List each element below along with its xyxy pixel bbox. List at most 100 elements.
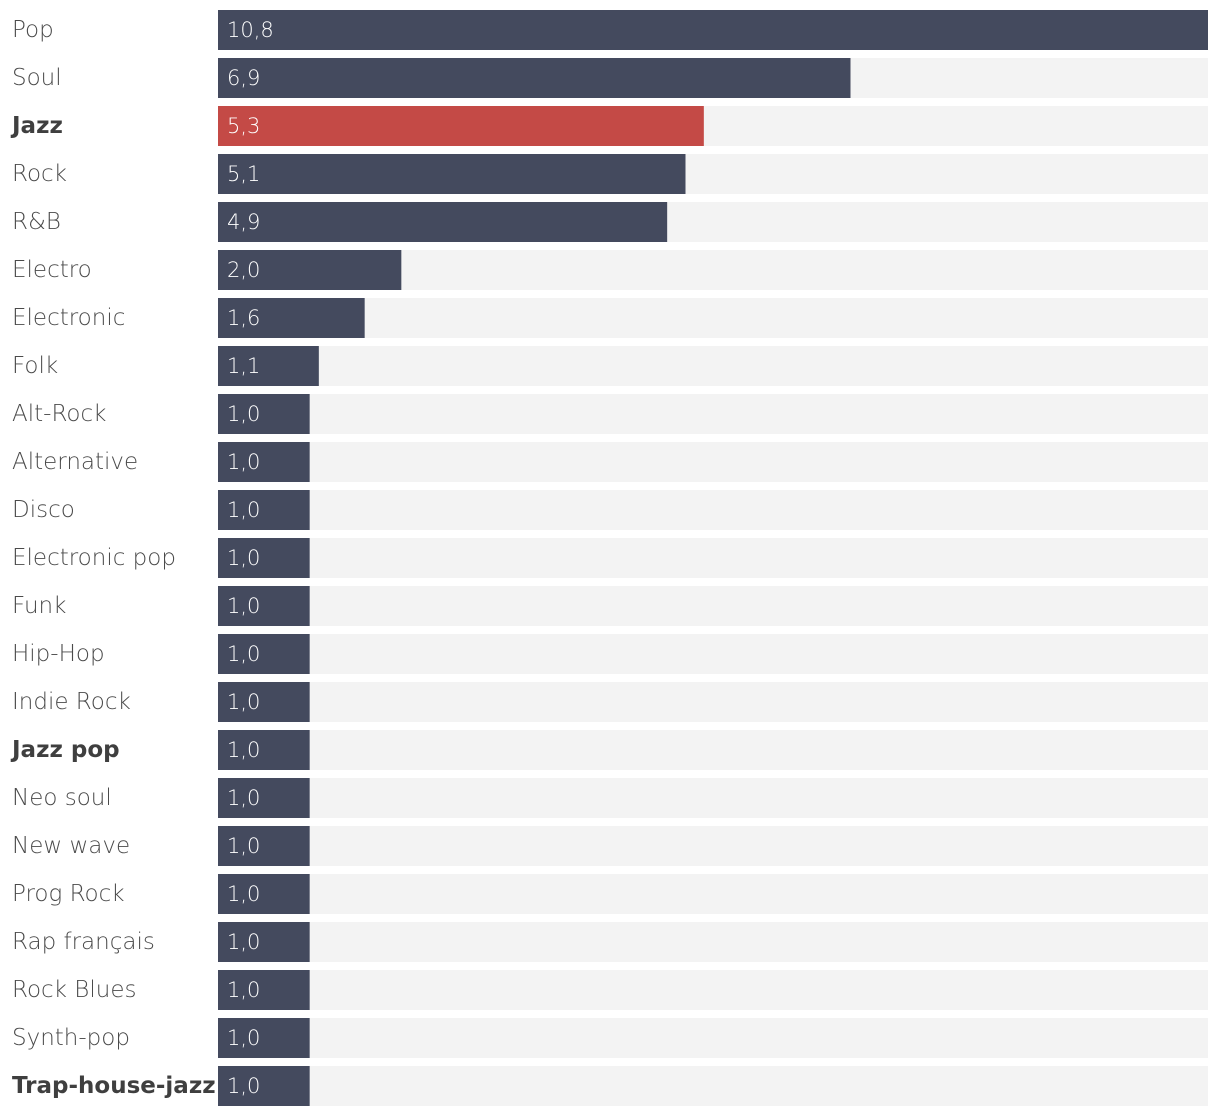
value-label-rock-blues: 1,0 — [227, 978, 260, 1002]
bar-row-prog-rock: Prog Rock 1,0 — [12, 874, 1208, 914]
category-label-rock: Rock — [12, 161, 67, 187]
bar-funk — [218, 586, 310, 626]
bar-folk — [218, 346, 319, 386]
bar-pop — [218, 10, 1208, 50]
bar-row-disco: Disco 1,0 — [12, 490, 1208, 530]
bar-synth-pop — [218, 1018, 310, 1058]
bar-soul — [218, 58, 851, 98]
bar-track — [218, 298, 1208, 338]
value-label-trap-house-jazz: 1,0 — [227, 1074, 260, 1098]
value-label-new-wave: 1,0 — [227, 834, 260, 858]
bar-track — [218, 730, 1208, 770]
value-label-disco: 1,0 — [227, 498, 260, 522]
bar-jazz-pop — [218, 730, 310, 770]
bar-track — [218, 442, 1208, 482]
category-label-trap-house-jazz: Trap-house-jazz — [12, 1073, 216, 1099]
value-label-jazz: 5,3 — [227, 114, 260, 138]
bar-row-folk: Folk 1,1 — [12, 346, 1208, 386]
category-label-soul: Soul — [12, 65, 62, 91]
bar-track — [218, 634, 1208, 674]
bar-r-b — [218, 202, 668, 242]
bar-track — [218, 538, 1208, 578]
bar-trap-house-jazz — [218, 1066, 310, 1106]
bar-row-alt-rock: Alt-Rock 1,0 — [12, 394, 1208, 434]
bar-track — [218, 1066, 1208, 1106]
value-label-indie-rock: 1,0 — [227, 690, 260, 714]
bar-track — [218, 778, 1208, 818]
bar-row-r-b: R&B 4,9 — [12, 202, 1208, 242]
bar-row-rap-fran-ais: Rap français 1,0 — [12, 922, 1208, 962]
bar-track — [218, 394, 1208, 434]
bar-alternative — [218, 442, 310, 482]
category-label-jazz-pop: Jazz pop — [10, 737, 120, 763]
category-label-rock-blues: Rock Blues — [12, 977, 136, 1003]
value-label-prog-rock: 1,0 — [227, 882, 260, 906]
category-label-hip-hop: Hip-Hop — [12, 641, 105, 667]
category-label-pop: Pop — [12, 17, 54, 43]
value-label-hip-hop: 1,0 — [227, 642, 260, 666]
bar-rock-blues — [218, 970, 310, 1010]
bar-row-rock: Rock 5,1 — [12, 154, 1208, 194]
bar-row-soul: Soul 6,9 — [12, 58, 1208, 98]
bar-row-synth-pop: Synth-pop 1,0 — [12, 1018, 1208, 1058]
value-label-funk: 1,0 — [227, 594, 260, 618]
category-label-funk: Funk — [12, 593, 66, 619]
bar-alt-rock — [218, 394, 310, 434]
value-label-pop: 10,8 — [227, 18, 274, 42]
bar-track — [218, 1018, 1208, 1058]
category-label-electronic: Electronic — [12, 305, 125, 331]
bar-electronic — [218, 298, 365, 338]
bar-track — [218, 490, 1208, 530]
value-label-rock: 5,1 — [227, 162, 260, 186]
bar-track — [218, 586, 1208, 626]
bar-row-electro: Electro 2,0 — [12, 250, 1208, 290]
category-label-electronic-pop: Electronic pop — [12, 545, 176, 571]
bar-electro — [218, 250, 402, 290]
bar-track — [218, 970, 1208, 1010]
category-label-folk: Folk — [12, 353, 58, 379]
bar-new-wave — [218, 826, 310, 866]
bar-track — [218, 922, 1208, 962]
bar-row-hip-hop: Hip-Hop 1,0 — [12, 634, 1208, 674]
category-label-alt-rock: Alt-Rock — [12, 401, 106, 427]
category-label-neo-soul: Neo soul — [12, 785, 112, 811]
bar-row-jazz: Jazz 5,3 — [10, 106, 1208, 146]
value-label-electronic-pop: 1,0 — [227, 546, 260, 570]
category-label-r-b: R&B — [12, 209, 61, 235]
bar-electronic-pop — [218, 538, 310, 578]
bar-neo-soul — [218, 778, 310, 818]
category-label-disco: Disco — [12, 497, 75, 523]
value-label-alt-rock: 1,0 — [227, 402, 260, 426]
category-label-prog-rock: Prog Rock — [12, 881, 125, 907]
bar-row-electronic-pop: Electronic pop 1,0 — [12, 538, 1208, 578]
bar-row-jazz-pop: Jazz pop 1,0 — [10, 730, 1208, 770]
category-label-new-wave: New wave — [12, 833, 130, 859]
bar-disco — [218, 490, 310, 530]
category-label-indie-rock: Indie Rock — [12, 689, 131, 715]
bar-rock — [218, 154, 686, 194]
bar-row-funk: Funk 1,0 — [12, 586, 1208, 626]
bar-row-neo-soul: Neo soul 1,0 — [12, 778, 1208, 818]
category-label-jazz: Jazz — [10, 113, 63, 139]
bar-track — [218, 682, 1208, 722]
bar-row-rock-blues: Rock Blues 1,0 — [12, 970, 1208, 1010]
category-label-synth-pop: Synth-pop — [12, 1025, 130, 1051]
bar-row-new-wave: New wave 1,0 — [12, 826, 1208, 866]
bar-hip-hop — [218, 634, 310, 674]
bar-jazz — [218, 106, 704, 146]
category-label-alternative: Alternative — [12, 449, 138, 475]
bar-rap-fran-ais — [218, 922, 310, 962]
bar-track — [218, 874, 1208, 914]
bar-track — [218, 346, 1208, 386]
value-label-r-b: 4,9 — [227, 210, 260, 234]
category-label-electro: Electro — [12, 257, 92, 283]
value-label-jazz-pop: 1,0 — [227, 738, 260, 762]
value-label-alternative: 1,0 — [227, 450, 260, 474]
bar-row-trap-house-jazz: Trap-house-jazz 1,0 — [12, 1066, 1208, 1106]
value-label-rap-fran-ais: 1,0 — [227, 930, 260, 954]
bar-row-alternative: Alternative 1,0 — [12, 442, 1208, 482]
category-label-rap-fran-ais: Rap français — [12, 929, 155, 955]
bar-row-indie-rock: Indie Rock 1,0 — [12, 682, 1208, 722]
value-label-neo-soul: 1,0 — [227, 786, 260, 810]
bar-indie-rock — [218, 682, 310, 722]
